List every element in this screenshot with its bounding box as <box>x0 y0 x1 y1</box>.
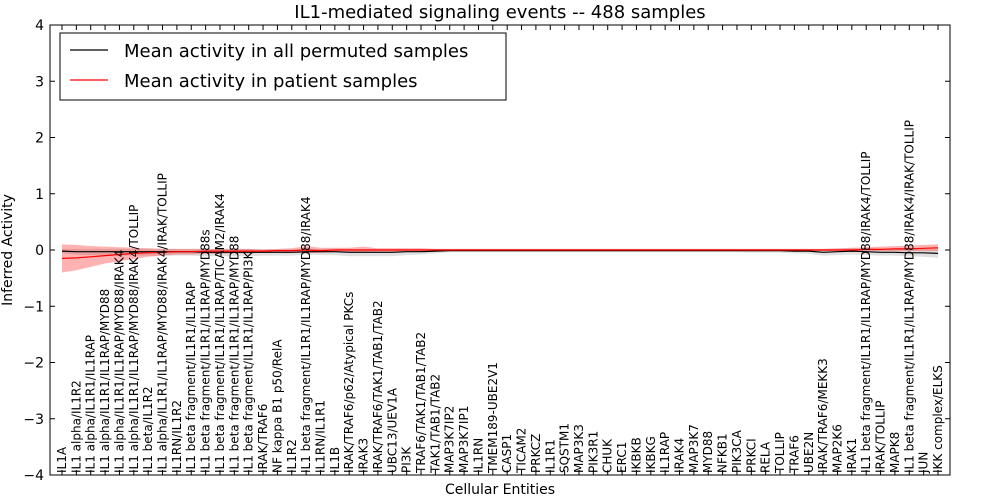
x-tick-labels: IL1A IL1 alpha/IL1R2 IL1 alpha/IL1R1/IL1RA… <box>55 120 945 474</box>
x-tick-label: IRAK3 <box>357 438 371 473</box>
x-tick-label: IL1 beta/IL1R2 <box>141 386 155 473</box>
y-tick-labels: −4 −3 −2 −1 0 1 2 3 4 <box>23 18 44 484</box>
x-tick-label: CHUK <box>601 438 615 473</box>
x-tick-label: MAP3K3 <box>572 424 586 473</box>
x-tick-label: TRAF6/TAK1/TAB1/TAB2 <box>414 332 428 474</box>
x-tick-label: PI3K <box>400 446 414 473</box>
x-tick-label: NF kappa B1 p50/RelA <box>270 339 284 473</box>
plot-frame <box>49 24 951 476</box>
x-tick-label: IL1R2 <box>285 439 299 473</box>
x-tick-label: SQSTM1 <box>558 423 572 473</box>
x-tick-label: MAP2K6 <box>831 424 845 473</box>
x-tick-label: IL1RN <box>472 438 486 473</box>
x-tick-label: IL1 beta fragment/IL1R1/IL1RAP/MYD88 <box>227 236 241 473</box>
x-axis-label: Cellular Entities <box>445 482 555 498</box>
x-tick-label: IKBKG <box>644 436 658 473</box>
x-tick-label: CASP1 <box>500 434 514 473</box>
x-tick-label: IKK complex/ELKS <box>931 365 945 473</box>
x-tick-label: RELA <box>759 441 773 473</box>
x-tick-label: ERC1 <box>615 442 629 473</box>
x-tick-label: IL1B <box>328 447 342 473</box>
x-tick-label: PRKCI <box>744 438 758 473</box>
x-tick-label: IL1R1 <box>543 439 557 473</box>
x-tick-label: TAK1/TAB1/TAB2 <box>428 374 442 474</box>
series-lines <box>61 247 939 259</box>
x-tick-label: IL1 alpha/IL1R1/IL1RAP/MYD88/IRAK4 <box>112 250 126 473</box>
x-tick-label: IL1 alpha/IL1R1/IL1RAP/MYD88 <box>98 289 112 473</box>
x-tick-label: UBE2N <box>802 432 816 473</box>
y-tick-label: −1 <box>23 299 44 315</box>
x-tick-label: TOLLIP <box>773 432 787 474</box>
x-tick-label: MAP3K7IP2 <box>443 406 457 473</box>
x-tick-label: TICAM2 <box>515 428 529 474</box>
x-tick-label: JUN <box>917 452 931 474</box>
legend-box <box>59 32 507 101</box>
x-tick-label: IL1 alpha/IL1R1/IL1RAP/MYD88/IRAK4/TOLLI… <box>127 205 141 473</box>
x-tick-label: IL1 beta fragment/IL1R1/IL1RAP <box>184 282 198 473</box>
x-tick-label: IRAK/TRAF6/TAK1/TAB1/TAB2 <box>371 300 385 473</box>
y-tick-label: 4 <box>35 18 44 34</box>
x-tick-label: IL1 alpha/IL1R1/IL1RAP/MYD88/IRAK4/IRAK/… <box>156 173 170 473</box>
legend-label-permuted: Mean activity in all permuted samples <box>124 41 468 62</box>
x-tick-label: IL1RAP <box>658 432 672 473</box>
x-tick-label: PRKCZ <box>529 434 543 473</box>
x-tick-label: UBC13/UEV1A <box>385 387 399 473</box>
x-tick-label: IL1A <box>55 446 69 473</box>
x-tick-label: MAP3K7IP1 <box>457 406 471 473</box>
x-tick-label: IL1 beta fragment/IL1R1/IL1RAP/PI3K <box>242 250 256 473</box>
x-tick-label: PIK3R1 <box>586 431 600 473</box>
y-tick-label: 1 <box>35 187 44 203</box>
confidence-bands <box>62 244 938 273</box>
x-tick-label: MYD88 <box>701 431 715 473</box>
x-tick-label: IL1 alpha/IL1R1/IL1RAP <box>84 335 98 473</box>
x-tick-label: NFKB1 <box>716 433 730 473</box>
x-tick-label: IL1RN/IL1R1 <box>314 400 328 473</box>
x-tick-label: MAP3K7 <box>687 424 701 473</box>
y-tick-label: −2 <box>23 356 44 372</box>
axis-ticks <box>50 24 950 476</box>
x-tick-label: IL1 beta fragment/IL1R1/IL1RAP/MYD88/IRA… <box>859 152 873 473</box>
x-tick-label: IRAK4 <box>673 438 687 473</box>
y-tick-label: 0 <box>35 243 44 259</box>
x-tick-label: IL1 beta fragment/IL1R1/IL1RAP/TICAM2/IR… <box>213 193 227 473</box>
y-tick-label: −3 <box>23 412 44 428</box>
x-tick-label: IL1RN/IL1R2 <box>170 400 184 473</box>
legend: Mean activity in all permuted samples Me… <box>59 32 507 101</box>
y-tick-label: 2 <box>35 131 44 147</box>
x-tick-label: IRAK/TRAF6/MEKK3 <box>816 358 830 473</box>
x-tick-label: IL1 beta fragment/IL1R1/IL1RAP/MYD88/IRA… <box>902 120 916 473</box>
chart-title: IL1-mediated signaling events -- 488 sam… <box>294 2 705 23</box>
x-tick-label: MAPK8 <box>888 432 902 473</box>
y-tick-label: 3 <box>35 74 44 90</box>
x-tick-label: IRAK/TOLLIP <box>874 401 888 473</box>
x-tick-label: IKBKB <box>629 437 643 473</box>
x-tick-label: IRAK/TRAF6/p62/Atypical PKCs <box>342 292 356 473</box>
line-series-1 <box>61 247 939 259</box>
x-tick-label: IRAK/TRAF6 <box>256 404 270 473</box>
band-series-1 <box>62 244 938 273</box>
x-tick-label: TRAF6 <box>787 435 801 474</box>
x-tick-label: IL1 beta fragment/IL1R1/IL1RAP/MYD88s <box>199 229 213 473</box>
x-tick-label: IL1 alpha/IL1R2 <box>69 380 83 473</box>
y-tick-label: −4 <box>23 468 44 484</box>
x-tick-label: IRAK1 <box>845 438 859 473</box>
legend-label-patient: Mean activity in patient samples <box>124 71 418 92</box>
x-tick-label: PIK3CA <box>730 429 744 473</box>
x-tick-label: IL1 beta fragment/IL1R1/IL1RAP/MYD88/IRA… <box>299 196 313 473</box>
x-tick-label: TMEM189-UBE2V1 <box>486 362 500 474</box>
y-axis-label: Inferred Activity <box>0 194 16 306</box>
